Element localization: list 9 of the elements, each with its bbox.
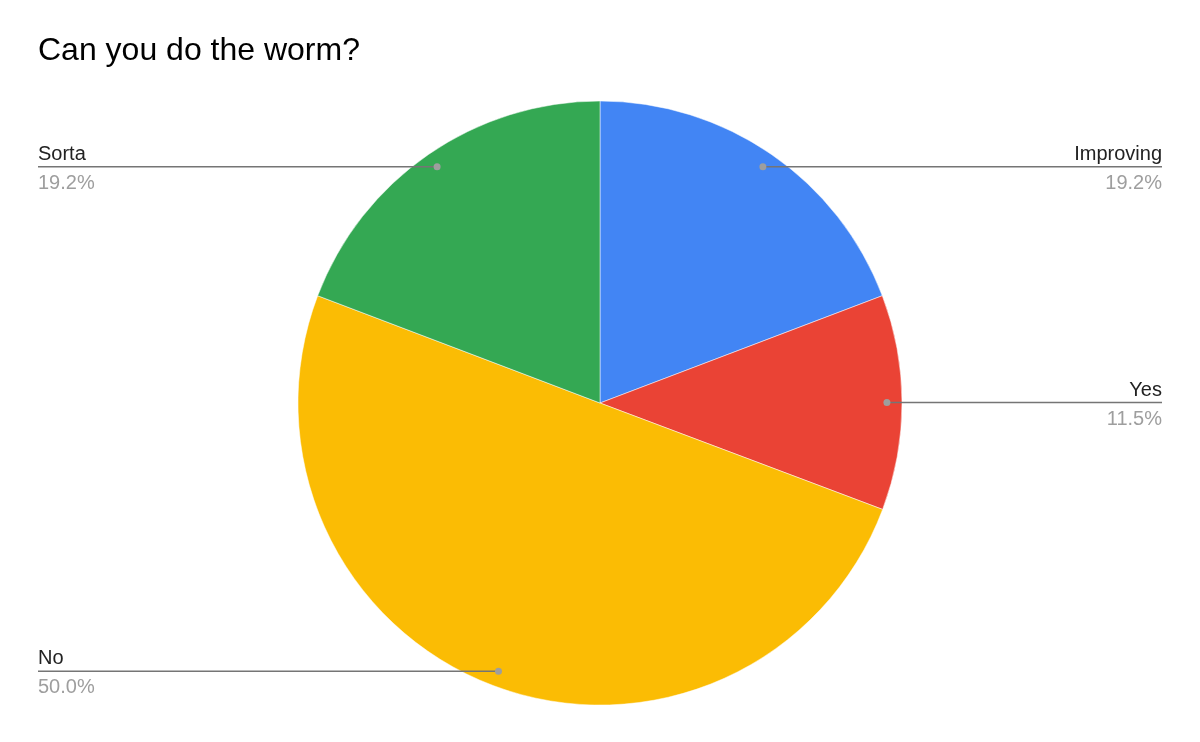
slice-label: Yes (1129, 377, 1162, 400)
data-label: 19.2% (38, 170, 95, 193)
slice-label: Improving (1074, 141, 1162, 164)
slice-label: Sorta (38, 141, 87, 164)
data-label: 11.5% (1106, 406, 1163, 429)
chart-title: Can you do the worm? (38, 31, 360, 67)
data-label: 50.0% (38, 675, 95, 698)
slice-label: No (38, 646, 64, 669)
data-label: 19.2% (1105, 170, 1163, 193)
